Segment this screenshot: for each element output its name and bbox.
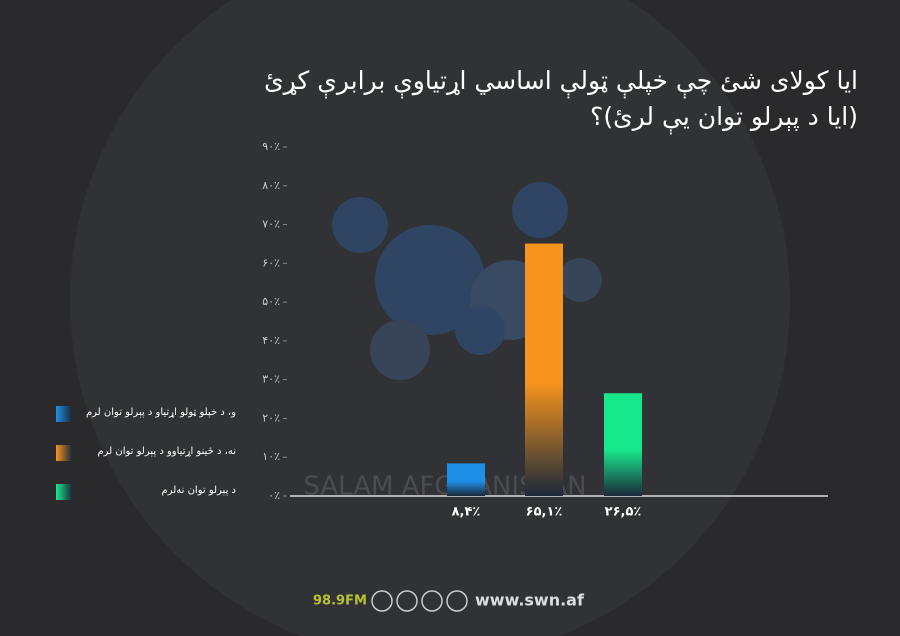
value-label: ۲۶,۵٪ bbox=[605, 505, 642, 520]
value-label: ۶۵,۱٪ bbox=[526, 505, 563, 520]
y-tick-label: ۳۰٪ bbox=[262, 373, 280, 386]
y-tick-label: ۷۰٪ bbox=[262, 218, 280, 231]
instagram-icon[interactable] bbox=[396, 590, 418, 612]
y-tick-label: ۰٪ bbox=[268, 489, 280, 502]
world-map-decoration bbox=[70, 0, 790, 636]
chart-title: ایا کولای شئ چې خپلې ټولې اساسي اړتیاوې … bbox=[264, 66, 858, 95]
footer: 98.9FM www.swn.af bbox=[313, 590, 585, 612]
y-tick-label: ۲۰٪ bbox=[262, 411, 280, 424]
y-tick-label: ۶۰٪ bbox=[262, 256, 280, 269]
facebook-icon[interactable] bbox=[371, 590, 393, 612]
y-tick-label: ۵۰٪ bbox=[262, 295, 280, 308]
youtube-icon[interactable] bbox=[446, 590, 468, 612]
legend-label: و، د خپلو ټولو اړتیاو د پېرلو توان لرم bbox=[85, 407, 236, 418]
y-tick-label: ۴۰٪ bbox=[262, 334, 280, 347]
y-tick-label: ۸۰٪ bbox=[262, 179, 280, 192]
twitter-icon[interactable] bbox=[421, 590, 443, 612]
y-tick-label: ۱۰٪ bbox=[262, 450, 280, 463]
legend-swatch bbox=[56, 445, 72, 461]
footer-website[interactable]: www.swn.af bbox=[475, 591, 585, 610]
y-tick-label: ۹۰٪ bbox=[262, 140, 280, 153]
bar bbox=[604, 393, 642, 496]
footer-frequency: 98.9FM bbox=[313, 594, 367, 609]
chart-title: (ایا د پېرلو توان یې لرئ)؟ bbox=[590, 102, 858, 131]
legend-swatch bbox=[56, 406, 72, 422]
bar bbox=[525, 243, 563, 496]
legend-label: نه، د ځینو اړتیاوو د پېرلو توان لرم bbox=[97, 446, 236, 457]
bar bbox=[447, 463, 485, 496]
legend-swatch bbox=[56, 484, 72, 500]
legend-label: د پېرلو توان نه‌لرم bbox=[161, 485, 237, 496]
value-label: ۸,۴٪ bbox=[452, 505, 481, 520]
